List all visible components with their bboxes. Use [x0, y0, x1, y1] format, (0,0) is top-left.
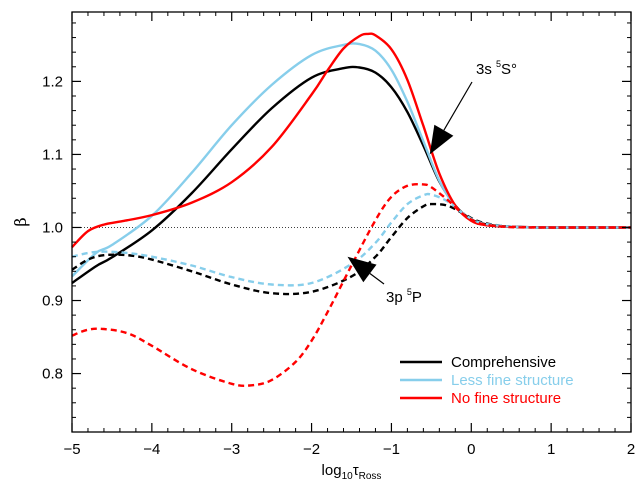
x-axis-label-sub1: 10	[342, 471, 354, 482]
y-tick-label: 0.9	[42, 293, 63, 310]
annotation-arrow-head-3s5S	[429, 124, 454, 155]
x-tick-label: 0	[467, 441, 475, 458]
annotation-arrow-head-3p5P	[347, 256, 377, 283]
series-line-3p5P-less-fine-structure	[71, 192, 631, 287]
legend-label: Comprehensive	[451, 354, 556, 371]
y-tick-label: 0.8	[42, 366, 63, 383]
x-tick-label: −3	[223, 441, 240, 458]
x-axis-label-sub2: Ross	[359, 471, 382, 482]
y-tick-label: 1.1	[42, 146, 63, 163]
annotations-layer: 3s 5S° 3p 5P	[347, 59, 517, 306]
series-line-3s5S-comprehensive	[71, 65, 631, 284]
annotation-arrow-shaft-3s5S	[443, 81, 473, 131]
y-tick-label: 1.2	[42, 73, 63, 90]
x-axis-label-base: log	[322, 462, 342, 479]
y-tick-label: 1.0	[42, 219, 63, 236]
legend-label: Less fine structure	[451, 372, 574, 389]
x-tick-label: 2	[627, 441, 635, 458]
series-line-3p5P-no-fine-structure	[71, 182, 631, 388]
x-axis-label: log10τRoss	[322, 462, 382, 482]
plot-frame	[71, 11, 632, 433]
x-tick-label: 1	[547, 441, 555, 458]
legend-label: No fine structure	[451, 390, 561, 407]
annotation-label-3s5S: 3s 5S°	[476, 59, 517, 78]
annotation-arrow-shaft-3p5P	[369, 272, 385, 285]
series-line-3s5S-less-fine-structure	[71, 42, 631, 278]
x-tick-label: −1	[383, 441, 400, 458]
x-tick-label: −5	[63, 441, 80, 458]
series-line-3p5P-comprehensive	[71, 202, 631, 296]
x-tick-label: −4	[143, 441, 160, 458]
x-tick-label: −2	[303, 441, 320, 458]
series-line-3s5S-no-fine-structure	[71, 32, 631, 249]
annotation-label-3p5P: 3p 5P	[386, 287, 422, 306]
series-layer	[71, 32, 631, 388]
x-axis-label-tau: τ	[353, 462, 359, 479]
y-axis-label: β	[11, 217, 30, 226]
ticks-layer: −5 −4 −3 −2 −1 0 1 2 0.8 0.9 1.0 1.1 1.2	[42, 12, 635, 458]
